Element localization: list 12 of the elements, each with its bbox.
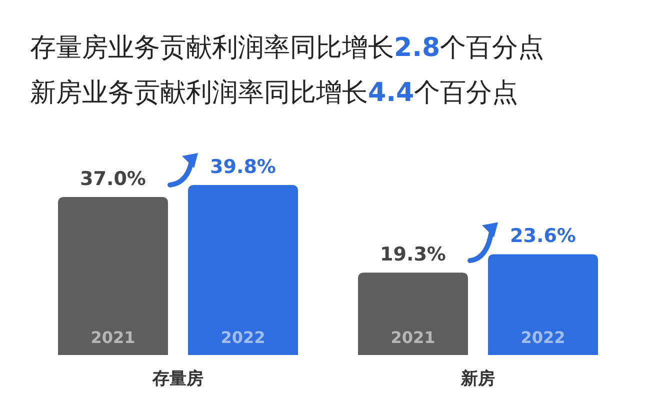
value-label: 19.3% xyxy=(380,244,446,266)
category: 存量房 xyxy=(152,369,204,389)
series-name: 2022 xyxy=(520,328,566,347)
value-label: 23.6% xyxy=(510,225,576,248)
title: 存量房业务贡献利润率同比增长2.8个百分点 xyxy=(30,33,544,63)
subtitle: 新房业务贡献利润率同比增长4.4个百分点 xyxy=(30,78,518,108)
series-name: 2021 xyxy=(390,328,436,347)
series-name: 2022 xyxy=(220,328,266,347)
series-name: 2021 xyxy=(90,328,136,347)
value-label: 39.8% xyxy=(210,156,276,178)
value-label: 37.0% xyxy=(80,168,146,190)
category: 新房 xyxy=(461,369,495,389)
